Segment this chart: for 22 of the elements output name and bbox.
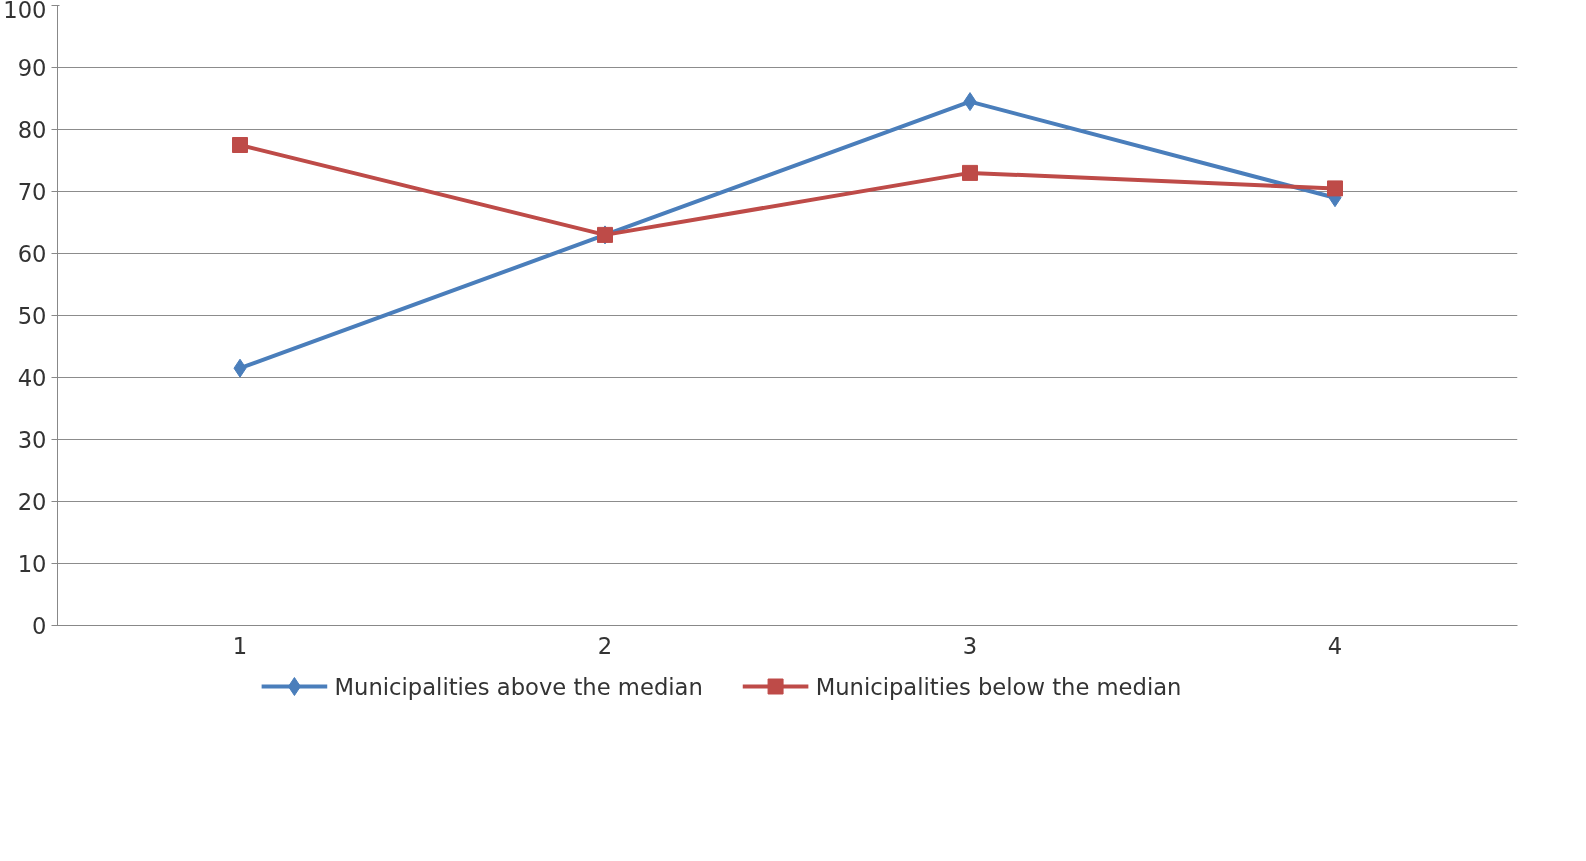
y-tick-label: 20 [17, 489, 47, 515]
x-tick-label: 1 [232, 632, 248, 659]
y-tick-label: 80 [17, 117, 47, 143]
y-tick-label: 40 [17, 365, 47, 391]
point [233, 358, 247, 378]
y-tick-label: 10 [17, 551, 47, 577]
legend-label: Municipalities above the median [334, 673, 703, 700]
point [1327, 180, 1343, 197]
y-tick-label: 70 [17, 179, 47, 205]
y-tick-label: 30 [17, 427, 47, 453]
y-tick-label: 100 [3, 0, 47, 23]
y-tick-label: 60 [17, 241, 47, 267]
x-tick-label: 3 [962, 632, 978, 659]
x-tick-label: 4 [1327, 632, 1343, 659]
legend-label: Municipalities below the median [815, 673, 1182, 700]
point [962, 164, 978, 181]
point [232, 137, 248, 153]
x-tick-label: 2 [597, 632, 613, 659]
y-tick-label: 0 [32, 613, 47, 639]
point [963, 92, 977, 112]
y-tick-label: 50 [17, 303, 47, 329]
y-tick-label: 90 [17, 55, 47, 81]
